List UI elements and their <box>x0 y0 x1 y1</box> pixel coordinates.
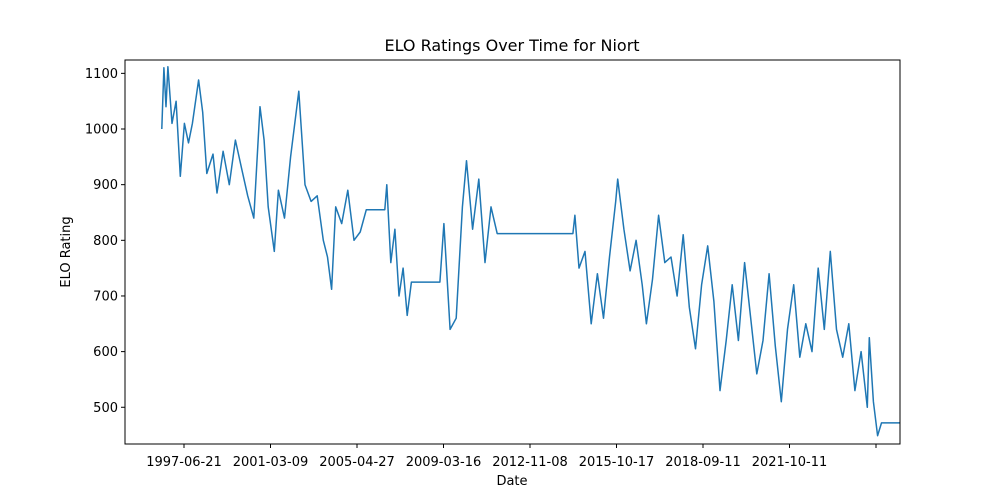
y-tick-label: 900 <box>93 178 118 193</box>
x-tick-label: 2005-04-27 <box>319 455 395 470</box>
x-tick-label: 2015-10-17 <box>579 455 655 470</box>
x-tick-label: 2012-11-08 <box>492 455 568 470</box>
y-tick-label: 1000 <box>85 123 118 138</box>
x-tick-label: 2018-09-11 <box>665 455 741 470</box>
series-line-0 <box>161 65 900 437</box>
x-tick-label: 1997-06-21 <box>146 455 222 470</box>
y-tick-label: 600 <box>93 345 118 360</box>
y-tick-label: 1100 <box>85 67 118 82</box>
axes-frame <box>124 59 901 445</box>
chart-title: ELO Ratings Over Time for Niort <box>384 36 639 55</box>
x-tick-label: 2009-03-16 <box>406 455 482 470</box>
y-tick-label: 500 <box>93 401 118 416</box>
x-tick-label: 2021-10-11 <box>752 455 828 470</box>
x-tick-label: 2001-03-09 <box>233 455 309 470</box>
x-axis: 1997-06-21 2001-03-09 2005-04-27 2009-03-16… <box>146 444 877 470</box>
y-axis: 500 600 700 800 900 1000 1100 <box>85 67 125 416</box>
y-tick-label: 700 <box>93 289 118 304</box>
x-axis-label: Date <box>496 474 527 489</box>
y-axis-label: ELO Rating <box>59 216 74 287</box>
y-tick-label: 800 <box>93 234 118 249</box>
plot-area <box>161 65 900 437</box>
